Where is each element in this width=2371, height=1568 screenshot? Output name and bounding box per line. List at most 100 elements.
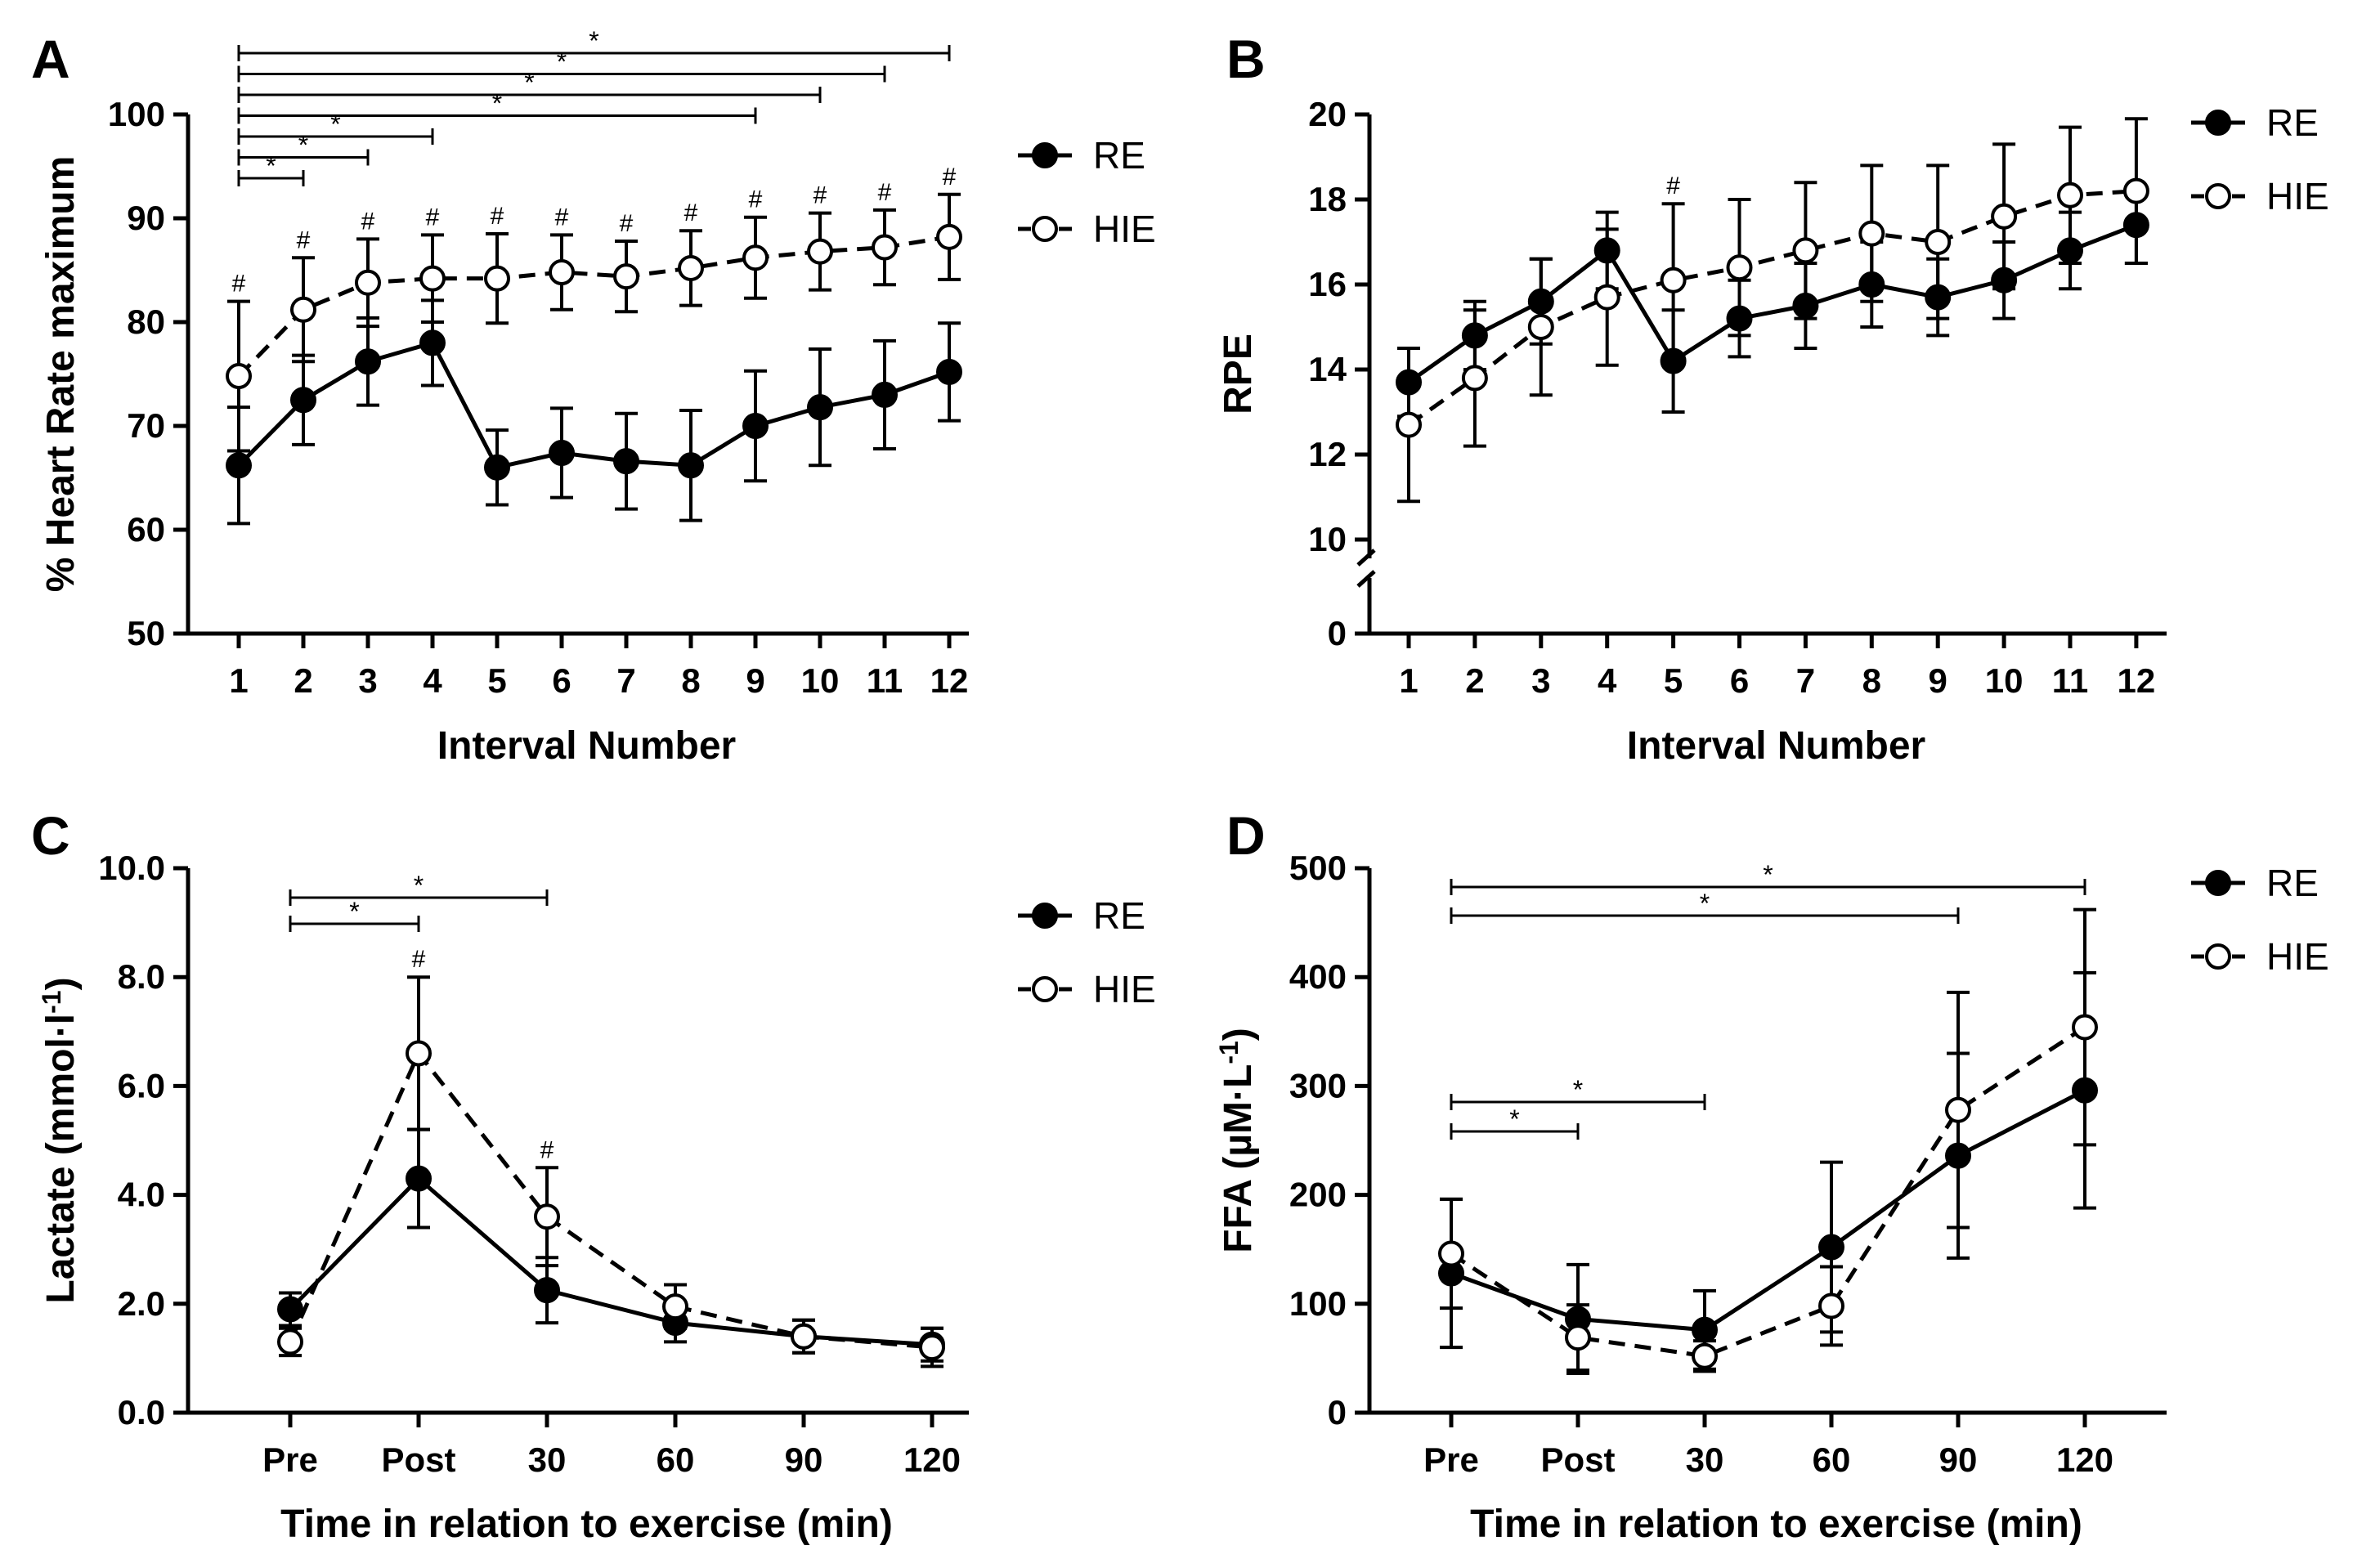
- significance-hash: #: [540, 1136, 554, 1163]
- legend-label-HIE: HIE: [2266, 175, 2329, 217]
- data-point-HIE: [406, 1040, 432, 1067]
- y-tick-label: 400: [1289, 957, 1347, 996]
- data-point-HIE: [355, 269, 381, 296]
- legend-label-RE: RE: [2266, 101, 2319, 144]
- data-point-RE: [1660, 347, 1687, 374]
- data-point-RE: [936, 358, 962, 385]
- significance-star: *: [1573, 1075, 1583, 1104]
- y-tick-label: 100: [108, 95, 165, 133]
- x-tick-label: 5: [487, 661, 506, 700]
- data-point-HIE: [1461, 365, 1488, 392]
- data-point-HIE: [1565, 1324, 1591, 1351]
- y-axis-title-superscript: -1: [1214, 1041, 1244, 1064]
- x-tick-label: Post: [1540, 1440, 1615, 1479]
- y-tick-label: 70: [127, 406, 165, 445]
- y-tick-label: 60: [127, 510, 165, 549]
- significance-star: *: [524, 68, 534, 97]
- significance-hash: #: [426, 204, 440, 231]
- significance-hash: #: [620, 210, 634, 237]
- data-point-RE: [484, 454, 510, 481]
- series-line-HIE: [288, 1049, 933, 1350]
- y-tick-label: 500: [1289, 849, 1347, 887]
- y-tick-label: 80: [127, 302, 165, 341]
- x-tick-label: 11: [867, 661, 903, 700]
- y-tick-label: 12: [1308, 435, 1347, 473]
- data-point-RE: [1396, 369, 1422, 396]
- x-tick-label: 6: [1730, 661, 1749, 700]
- significance-star: *: [1700, 889, 1710, 918]
- data-point-HIE: [2072, 1014, 2098, 1041]
- x-axis-title: Time in relation to exercise (min): [1470, 1503, 2082, 1546]
- data-point-HIE: [1527, 314, 1554, 340]
- x-tick-label: 8: [681, 661, 700, 700]
- x-tick-label: 8: [1862, 661, 1881, 700]
- legend-label-RE: RE: [2266, 862, 2319, 904]
- significance-star: *: [266, 151, 276, 181]
- data-point-HIE: [678, 254, 704, 281]
- data-point-RE: [613, 448, 639, 475]
- legend-marker-RE: [1032, 142, 1058, 168]
- panel-letter: B: [1226, 29, 1266, 89]
- data-point-HIE: [791, 1323, 817, 1350]
- data-point-RE: [1991, 267, 2018, 293]
- data-point-RE: [1527, 288, 1554, 315]
- data-point-RE: [1858, 271, 1885, 298]
- data-point-HIE: [613, 263, 639, 290]
- y-axis-title: % Heart Rate maximum: [39, 156, 83, 593]
- data-point-RE: [872, 381, 898, 408]
- data-point-HIE: [1818, 1292, 1844, 1319]
- panel-letter: C: [31, 805, 70, 866]
- x-tick-label: Pre: [1423, 1440, 1479, 1479]
- legend-label-HIE: HIE: [2266, 935, 2329, 978]
- series-line-RE: [289, 1176, 933, 1347]
- x-tick-label: Post: [381, 1440, 455, 1479]
- significance-star: *: [1509, 1104, 1519, 1134]
- y-axis-title-end: ): [1217, 1028, 1260, 1041]
- legend-marker-RE: [2205, 870, 2231, 896]
- axis-break-mark: [1356, 549, 1376, 567]
- panel-letter: A: [31, 29, 70, 89]
- x-axis-title: Interval Number: [1627, 724, 1925, 768]
- legend-label-HIE: HIE: [1093, 968, 1156, 1010]
- data-point-HIE: [226, 363, 252, 390]
- x-tick-label: 4: [1598, 661, 1617, 700]
- data-point-HIE: [1396, 411, 1422, 438]
- significance-hash: #: [232, 271, 246, 298]
- data-point-HIE: [662, 1293, 688, 1320]
- panel-C: C 0.0 2.0 4.0 6.0 8.0 10.0 Pre Post 30 60 90 120 Time…: [31, 805, 1156, 1546]
- data-point-RE: [2122, 212, 2149, 239]
- legend-marker-HIE: [1032, 976, 1058, 1002]
- x-tick-label: 6: [552, 661, 571, 700]
- significance-hash: #: [684, 199, 698, 226]
- legend: RE HIE: [1018, 894, 1156, 1010]
- x-tick-label: 30: [528, 1440, 567, 1479]
- series-line-HIE: [1407, 189, 2137, 427]
- data-point-RE: [549, 440, 575, 467]
- data-point-HIE: [1925, 229, 1952, 255]
- y-tick-label: 200: [1289, 1176, 1347, 1214]
- legend-marker-RE: [1032, 903, 1058, 929]
- significance-hash: #: [412, 946, 426, 973]
- data-point-HIE: [419, 265, 446, 292]
- x-tick-label: 5: [1664, 661, 1683, 700]
- data-point-HIE: [290, 296, 316, 323]
- legend-marker-HIE: [1032, 216, 1058, 242]
- significance-star: *: [492, 89, 502, 119]
- data-point-RE: [1945, 1142, 1971, 1169]
- x-tick-label: 7: [1796, 661, 1815, 700]
- x-tick-label: 11: [2052, 661, 2088, 700]
- y-tick-label: 4.0: [118, 1176, 165, 1214]
- y-tick-label: 90: [127, 199, 165, 237]
- y-tick-label: 0.0: [118, 1393, 165, 1431]
- data-point-RE: [1461, 322, 1488, 349]
- y-axis-title-main: Lactate (mmol·l: [39, 1014, 83, 1304]
- y-axis-title: Lactate (mmol·l-1): [37, 977, 83, 1303]
- data-point-RE: [678, 452, 704, 479]
- y-tick-label: 300: [1289, 1066, 1347, 1104]
- data-point-HIE: [872, 234, 898, 261]
- data-point-RE: [406, 1165, 432, 1192]
- significance-star: *: [414, 871, 424, 900]
- data-point-HIE: [1858, 220, 1885, 247]
- axis-break-mark: [1356, 570, 1376, 588]
